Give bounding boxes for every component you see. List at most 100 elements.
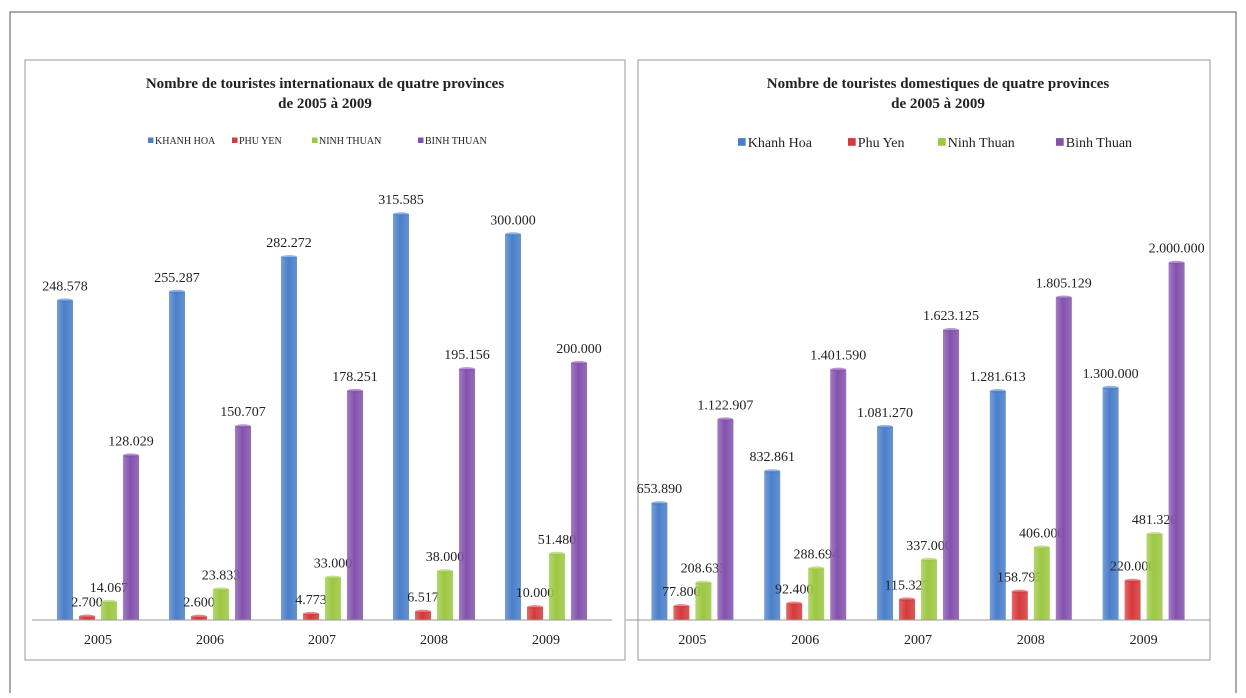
legend-label: Binh Thuan bbox=[1066, 136, 1132, 151]
data-label: 23.833 bbox=[202, 568, 241, 583]
data-label: 653.890 bbox=[637, 482, 683, 497]
bar-top bbox=[393, 212, 409, 217]
bar-top bbox=[235, 424, 251, 429]
chart-title: Nombre de touristes internationaux de qu… bbox=[146, 76, 504, 92]
legend-swatch bbox=[232, 137, 238, 143]
bar-top bbox=[899, 597, 915, 602]
data-label: 288.694 bbox=[793, 547, 839, 562]
bar bbox=[437, 571, 453, 620]
bar-top bbox=[764, 469, 781, 474]
bar-top bbox=[169, 289, 185, 294]
chart-title: de 2005 à 2009 bbox=[891, 96, 985, 112]
bar bbox=[943, 330, 959, 620]
x-tick-label: 2009 bbox=[532, 633, 560, 648]
data-label: 220.000 bbox=[1110, 560, 1156, 575]
bar-top bbox=[808, 566, 825, 571]
data-label: 282.272 bbox=[266, 236, 312, 251]
data-label: 1.300.000 bbox=[1083, 367, 1139, 382]
legend-label: BINH THUAN bbox=[425, 136, 487, 147]
x-tick-label: 2006 bbox=[196, 633, 224, 648]
data-label: 248.578 bbox=[42, 279, 88, 294]
data-label: 1.401.590 bbox=[810, 349, 866, 364]
data-label: 178.251 bbox=[332, 370, 378, 385]
bar bbox=[1055, 297, 1072, 620]
bar-top bbox=[1168, 260, 1185, 265]
bar bbox=[169, 291, 185, 620]
bar bbox=[673, 606, 690, 620]
bar-top bbox=[786, 601, 803, 606]
data-label: 300.000 bbox=[490, 213, 536, 228]
bar bbox=[921, 559, 937, 620]
x-tick-label: 2009 bbox=[1130, 633, 1158, 648]
bar bbox=[695, 582, 712, 620]
data-label: 2.000.000 bbox=[1149, 242, 1205, 257]
data-label: 92.400 bbox=[775, 582, 814, 597]
data-label: 1.081.270 bbox=[857, 406, 913, 421]
data-label: 77.800 bbox=[662, 585, 701, 600]
legend-label: Ninh Thuan bbox=[948, 136, 1015, 151]
bar bbox=[571, 362, 587, 620]
bar-top bbox=[921, 557, 937, 562]
bar-top bbox=[303, 611, 319, 616]
legend-label: NINH THUAN bbox=[319, 136, 381, 147]
data-label: 14.067 bbox=[90, 581, 129, 596]
bar-top bbox=[1055, 295, 1072, 300]
bar bbox=[830, 369, 847, 620]
bar-top bbox=[717, 417, 734, 422]
bar bbox=[989, 391, 1006, 620]
bar bbox=[325, 577, 341, 620]
data-label: 10.000 bbox=[516, 586, 555, 601]
bar bbox=[415, 611, 431, 620]
legend-swatch bbox=[312, 137, 318, 143]
bar-top bbox=[57, 298, 73, 303]
x-tick-label: 2007 bbox=[308, 633, 336, 648]
data-label: 1.623.125 bbox=[923, 309, 979, 324]
legend-swatch bbox=[418, 137, 424, 143]
bar-top bbox=[213, 587, 229, 592]
bar-top bbox=[830, 367, 847, 372]
bar bbox=[786, 603, 803, 620]
data-label: 200.000 bbox=[556, 342, 602, 357]
bar-top bbox=[281, 255, 297, 260]
bar-top bbox=[989, 389, 1006, 394]
bar bbox=[808, 568, 825, 620]
legend-swatch bbox=[938, 138, 946, 146]
bar bbox=[1146, 534, 1163, 620]
data-label: 832.861 bbox=[749, 450, 795, 465]
bar-top bbox=[673, 604, 690, 609]
legend-swatch bbox=[148, 137, 154, 143]
bar bbox=[213, 589, 229, 620]
legend-label: Khanh Hoa bbox=[748, 136, 813, 151]
bar-top bbox=[651, 501, 668, 506]
bar bbox=[303, 613, 319, 620]
bar bbox=[101, 601, 117, 620]
bar bbox=[459, 369, 475, 620]
data-label: 208.633 bbox=[681, 562, 727, 577]
bar-top bbox=[437, 569, 453, 574]
bar-top bbox=[571, 360, 587, 365]
bar bbox=[527, 607, 543, 620]
legend-label: Phu Yen bbox=[858, 136, 905, 151]
legend-label: KHANH HOA bbox=[155, 136, 216, 147]
bar bbox=[393, 214, 409, 620]
data-label: 115.327 bbox=[885, 578, 930, 593]
bar-top bbox=[943, 328, 959, 333]
bar bbox=[505, 234, 521, 621]
data-label: 1.122.907 bbox=[697, 398, 753, 413]
bar bbox=[549, 553, 565, 620]
legend-label: PHU YEN bbox=[239, 136, 282, 147]
data-label: 33.000 bbox=[314, 557, 353, 572]
bar-top bbox=[123, 453, 139, 458]
x-tick-label: 2005 bbox=[84, 633, 112, 648]
bar-top bbox=[527, 605, 543, 610]
bar-top bbox=[505, 232, 521, 237]
bar-top bbox=[459, 367, 475, 372]
data-label: 128.029 bbox=[108, 434, 154, 449]
legend-swatch bbox=[738, 138, 746, 146]
bar-top bbox=[549, 551, 565, 556]
bar-top bbox=[1124, 578, 1141, 583]
bar bbox=[235, 426, 251, 620]
bar bbox=[1168, 262, 1185, 620]
bar-top bbox=[1033, 545, 1050, 550]
bar-top bbox=[695, 580, 712, 585]
